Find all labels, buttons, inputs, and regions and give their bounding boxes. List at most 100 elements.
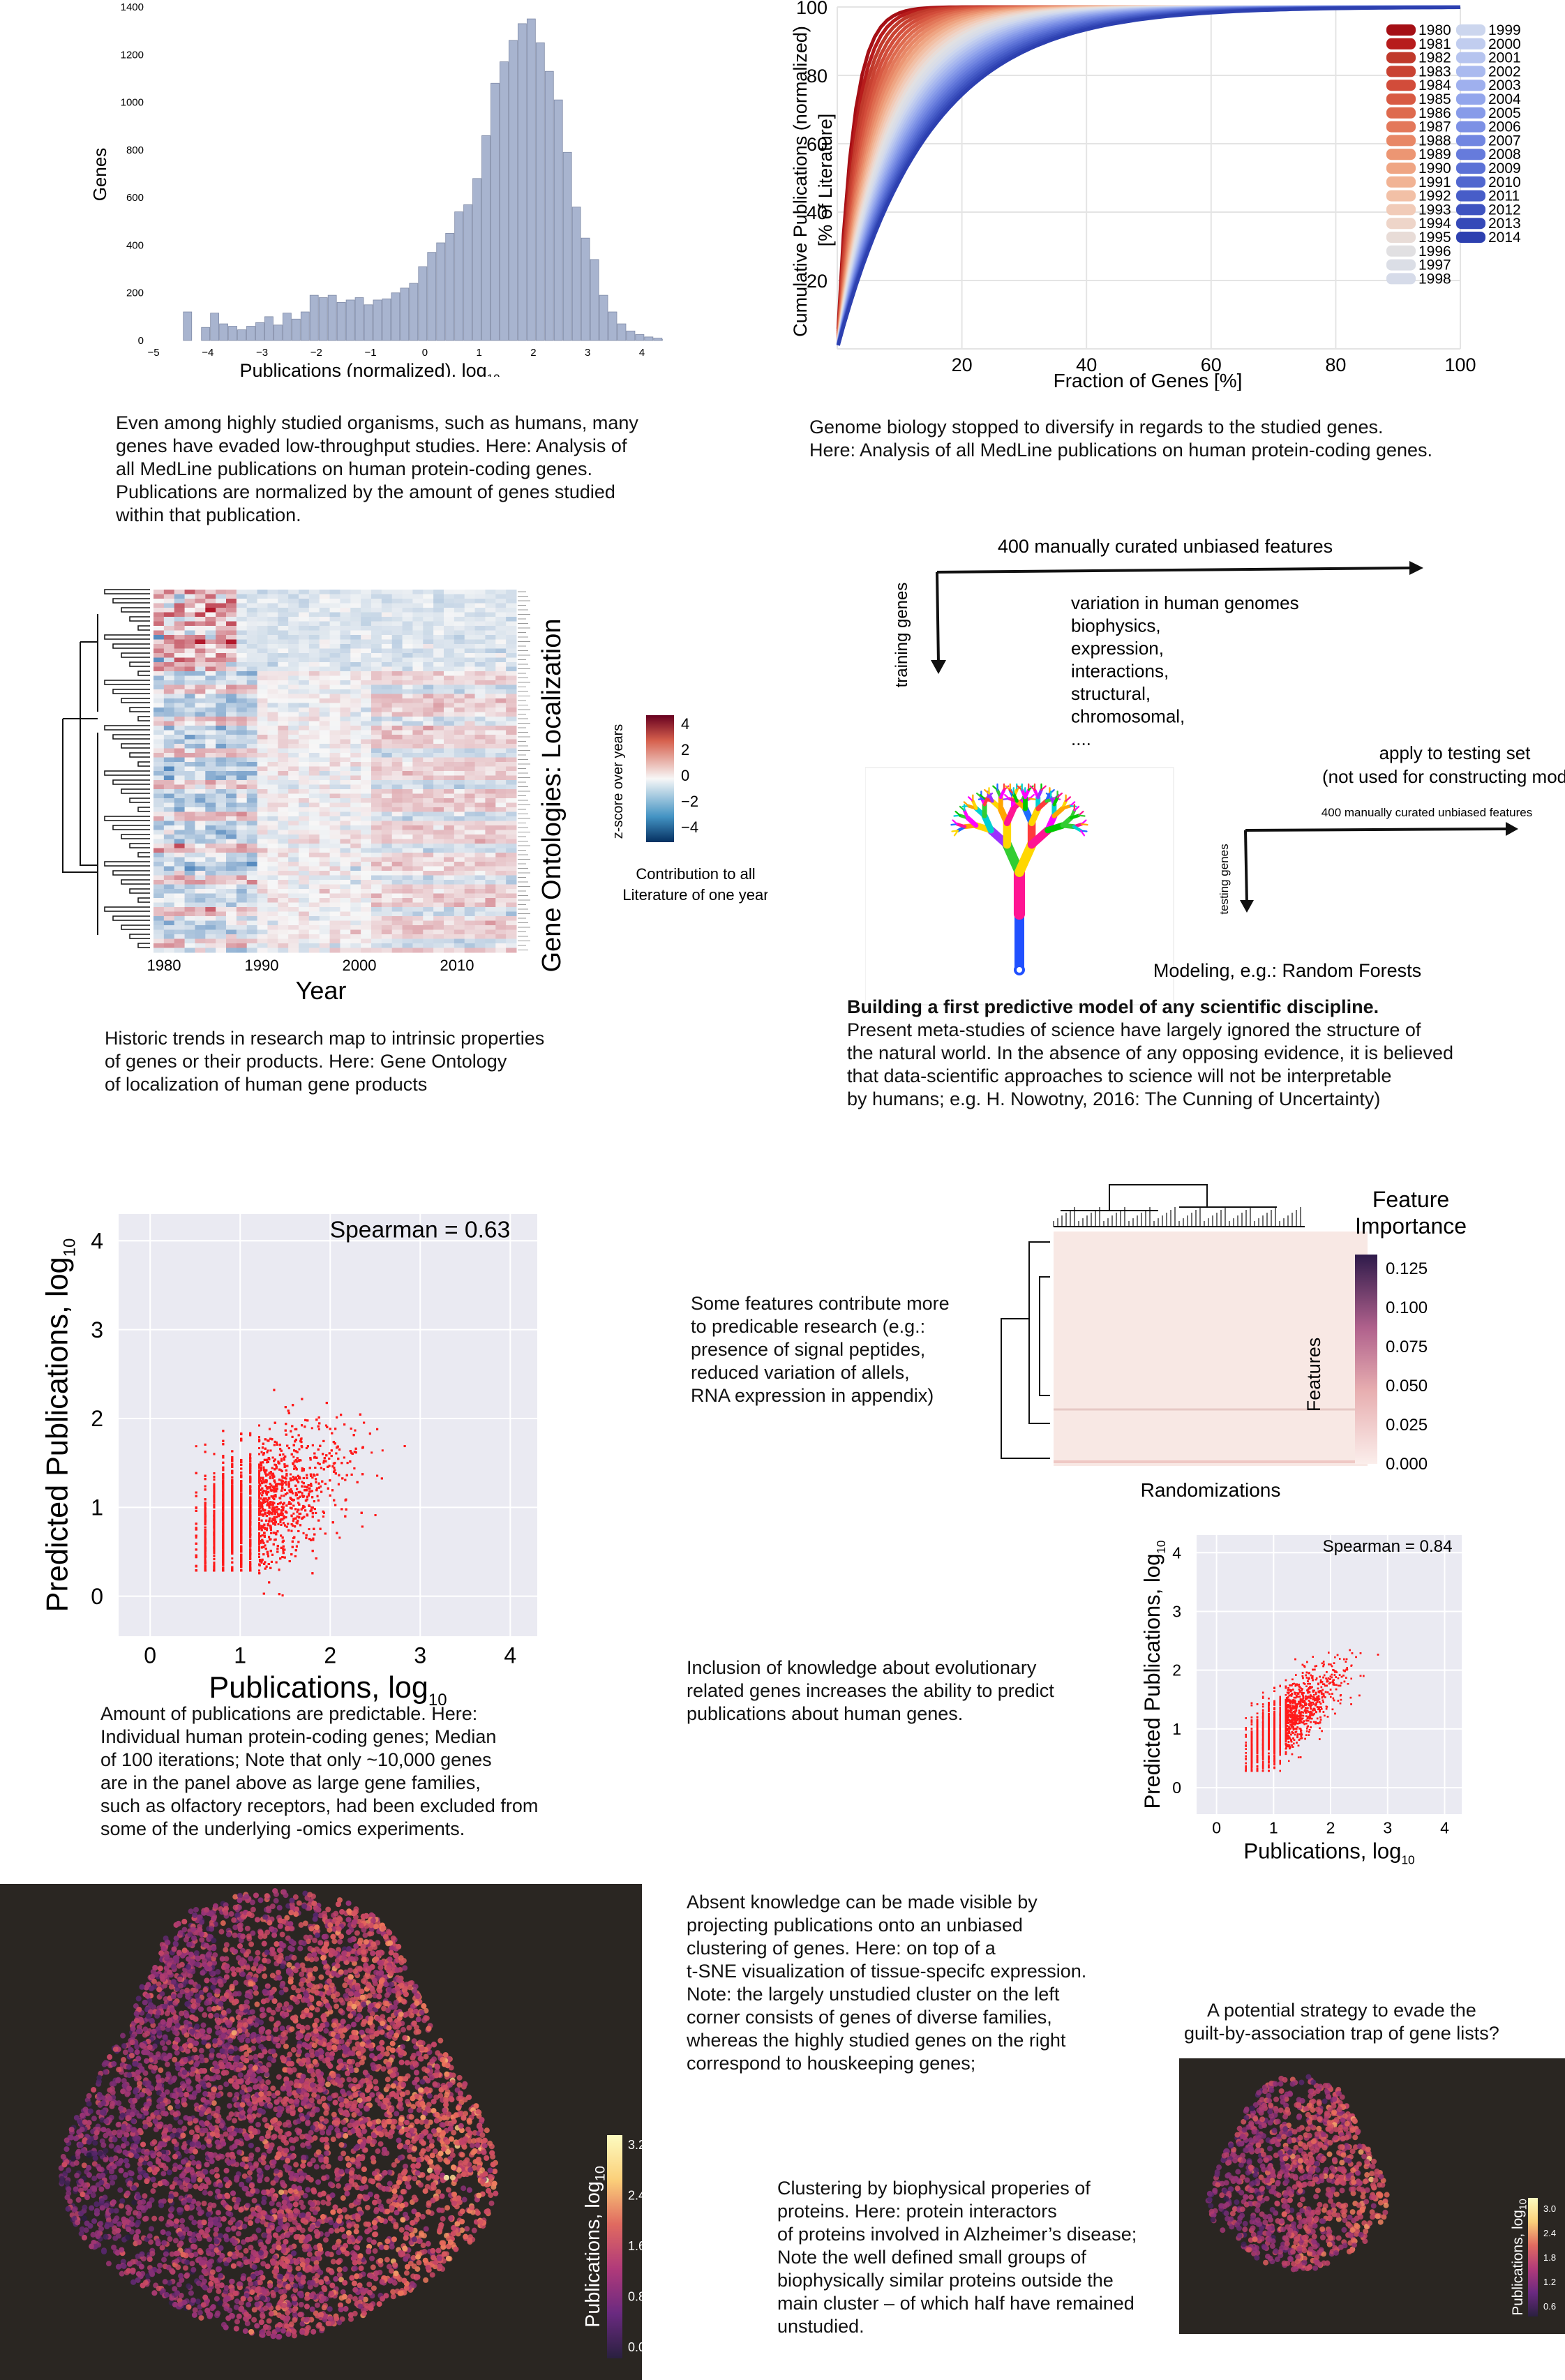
heat-cell <box>184 717 195 721</box>
heat-cell <box>506 934 517 939</box>
heat-cbar-tick: −2 <box>681 793 698 810</box>
heat-cell <box>391 920 403 926</box>
heat-cell <box>288 835 299 839</box>
heat-cell <box>288 807 299 812</box>
heat-cell <box>308 753 320 758</box>
heat-cell <box>308 780 320 785</box>
heat-cell <box>381 735 393 740</box>
heat-cell <box>319 925 331 930</box>
heat-cell <box>412 775 424 781</box>
hist-xtick-label: −1 <box>365 347 377 359</box>
cum-legend-label: 2012 <box>1488 202 1521 218</box>
heat-cell <box>391 889 403 894</box>
heat-cell <box>506 916 517 921</box>
heat-cell <box>495 612 507 618</box>
heat-cell <box>464 612 476 618</box>
heat-cell <box>246 925 258 930</box>
heat-cell <box>474 839 486 844</box>
hist-bar <box>454 211 464 341</box>
heat-cell <box>246 835 258 839</box>
heat-cell <box>163 871 175 876</box>
heat-cell <box>246 866 258 871</box>
heat-cell <box>163 898 175 903</box>
heat-cell <box>195 662 206 667</box>
heat-colorbar-ticks: 420−2−4 <box>681 715 698 836</box>
heat-cell <box>288 775 299 781</box>
caption-line: Present meta-studies of science have lar… <box>847 1019 1453 1042</box>
heat-cell <box>361 653 372 658</box>
heat-cell <box>506 648 517 654</box>
heat-cell <box>236 639 248 645</box>
heat-cell <box>371 830 382 835</box>
heat-cell <box>464 866 476 871</box>
heat-cell <box>371 771 382 776</box>
heat-cell <box>506 811 517 817</box>
heat-cell <box>205 648 216 654</box>
heat-cell <box>391 839 403 844</box>
schema-small-left-arrow <box>1244 830 1248 904</box>
heat-cell <box>153 684 165 690</box>
caption-line: that data-scientific approaches to scien… <box>847 1065 1453 1088</box>
heat-cell <box>371 802 382 808</box>
cum-legend-swatch <box>1456 121 1485 133</box>
heat-cell <box>184 621 195 627</box>
heat-cell <box>226 889 237 894</box>
heat-cell <box>246 717 258 721</box>
heat-cell <box>423 757 434 763</box>
heat-cell <box>371 807 382 812</box>
heat-cell <box>454 653 465 658</box>
heat-cell <box>474 757 486 763</box>
heat-cell <box>433 884 444 890</box>
heat-cell <box>205 898 216 903</box>
heat-cell <box>288 943 299 948</box>
heat-cell <box>381 666 393 672</box>
heat-cell <box>350 708 361 712</box>
heat-cell <box>163 934 175 939</box>
cum-legend-swatch <box>1456 204 1485 216</box>
hist-bar <box>327 294 337 341</box>
heat-cell <box>329 789 340 794</box>
heat-cell <box>412 680 424 685</box>
heat-cell <box>278 802 289 808</box>
heat-cell <box>485 639 496 645</box>
heat-cell <box>381 612 393 618</box>
heat-cell <box>174 835 186 839</box>
heat-cell <box>402 866 413 871</box>
heat-cell <box>184 630 195 636</box>
heat-cell <box>412 621 424 627</box>
heat-cell <box>236 857 248 862</box>
heat-cell <box>340 766 351 772</box>
heat-cell <box>495 694 507 699</box>
heat-cell <box>257 608 268 613</box>
heat-cell <box>485 648 496 654</box>
heat-cell <box>299 594 310 599</box>
heat-cell <box>308 675 320 681</box>
heat-cell <box>308 599 320 604</box>
cum-legend-label: 1988 <box>1418 133 1451 149</box>
scatter-point <box>381 1449 384 1452</box>
heat-cell <box>464 689 476 694</box>
heat-cell <box>474 853 486 858</box>
heat-cell <box>205 871 216 876</box>
heat-cell <box>236 762 248 767</box>
heat-cell <box>205 889 216 894</box>
heat-cell <box>267 689 278 694</box>
cum-legend-swatch <box>1456 232 1485 243</box>
heat-cell <box>433 784 444 790</box>
heat-cell <box>308 866 320 871</box>
heat-cell <box>308 617 320 622</box>
heat-cell <box>153 907 165 912</box>
heat-cell <box>485 590 496 594</box>
heat-cell <box>340 648 351 654</box>
heat-cell <box>278 925 289 930</box>
heat-cell <box>226 825 237 830</box>
hist-x-ticks: −5 −4 −3 −2 −1 0 1 2 3 4 <box>147 347 645 359</box>
heat-cell <box>361 590 372 594</box>
heat-cell <box>340 830 351 835</box>
heat-cell <box>454 848 465 853</box>
heat-cell <box>226 748 237 754</box>
heat-cell <box>205 680 216 685</box>
heat-cell <box>278 825 289 830</box>
hist-xtick-label: −3 <box>256 347 268 359</box>
heat-cell <box>319 893 331 899</box>
